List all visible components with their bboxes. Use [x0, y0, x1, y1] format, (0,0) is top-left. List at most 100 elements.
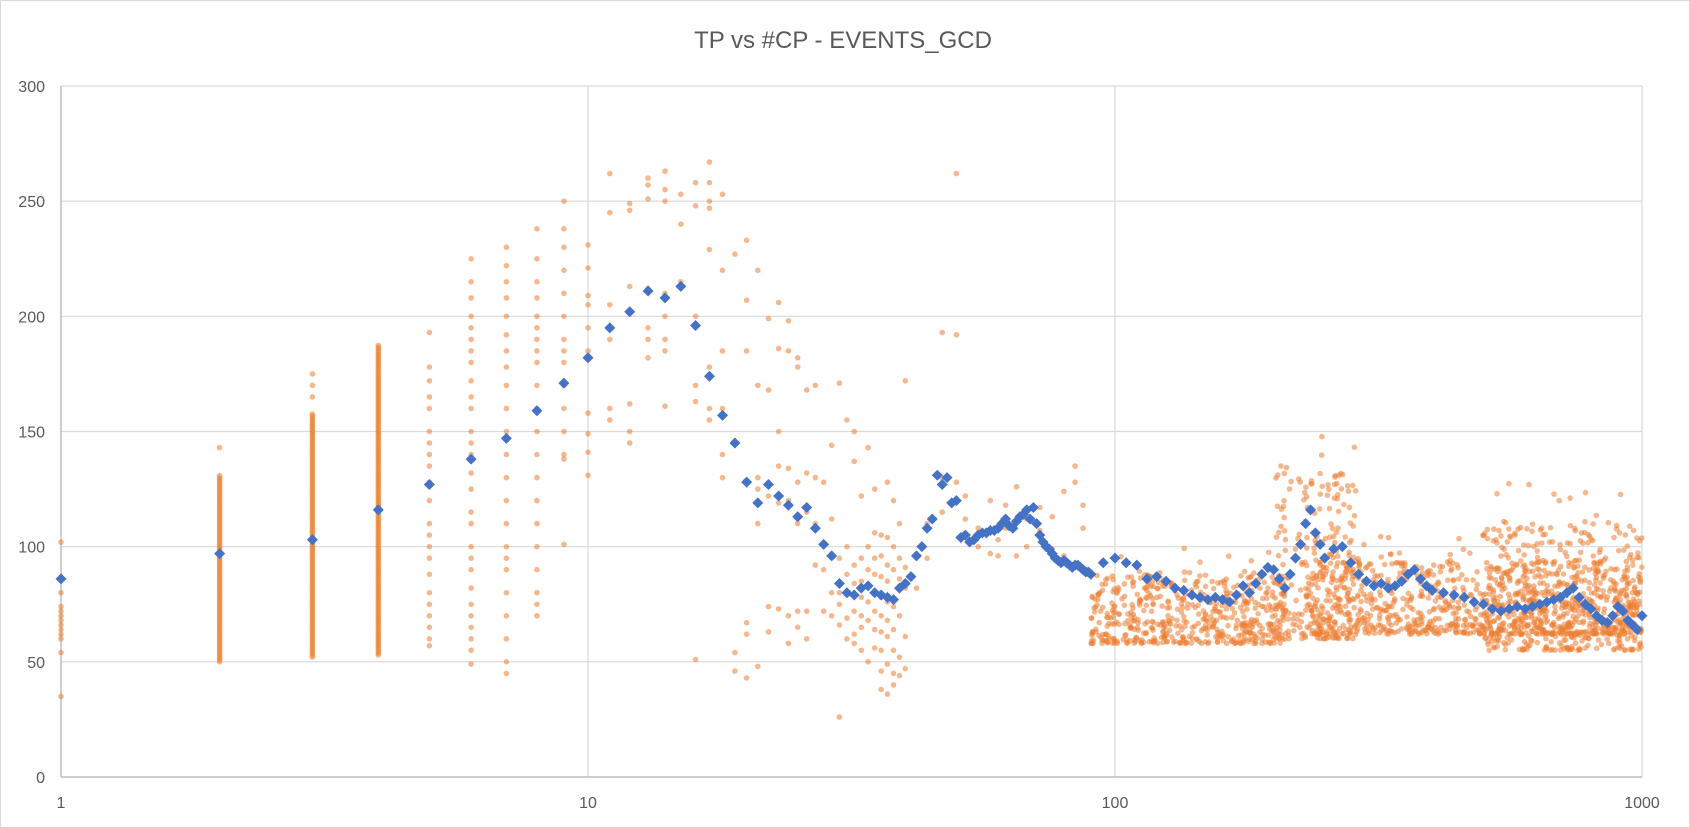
- raw-data-point: [1572, 527, 1579, 534]
- raw-data-point: [1348, 570, 1355, 577]
- raw-data-point: [1521, 624, 1528, 630]
- raw-data-point: [1231, 584, 1237, 591]
- raw-data-point: [58, 626, 64, 633]
- raw-data-point: [1636, 598, 1642, 604]
- raw-data-point: [1169, 634, 1175, 640]
- raw-data-point: [1636, 571, 1642, 577]
- mean-data-point: [792, 511, 804, 523]
- raw-data-point: [1460, 630, 1466, 636]
- raw-data-point: [585, 325, 591, 331]
- mean-data-point: [1169, 582, 1181, 594]
- raw-data-point: [1417, 593, 1423, 599]
- raw-data-point: [1529, 528, 1535, 535]
- raw-data-point: [1482, 635, 1488, 642]
- raw-data-point: [426, 642, 433, 649]
- raw-data-point: [1244, 606, 1250, 612]
- mean-data-point: [55, 573, 67, 585]
- raw-data-point: [426, 497, 433, 504]
- raw-data-point: [1502, 646, 1509, 653]
- raw-data-point: [1320, 577, 1326, 583]
- raw-data-point: [878, 573, 884, 580]
- raw-data-point: [1496, 527, 1502, 534]
- raw-data-point: [1315, 585, 1321, 591]
- mean-data-point: [1120, 557, 1132, 569]
- raw-data-point: [1161, 621, 1167, 628]
- raw-data-point: [812, 382, 819, 389]
- raw-data-point: [1281, 497, 1287, 504]
- raw-data-point: [468, 520, 474, 527]
- raw-data-point: [1185, 601, 1191, 607]
- raw-data-point: [1124, 617, 1131, 624]
- raw-data-point: [626, 283, 633, 290]
- raw-data-point: [534, 589, 540, 596]
- mean-data-point: [1319, 552, 1331, 564]
- mean-data-point: [888, 594, 900, 606]
- raw-data-point: [468, 279, 474, 285]
- raw-data-point: [1552, 647, 1558, 653]
- raw-data-point: [871, 626, 878, 633]
- raw-data-point: [1393, 620, 1399, 626]
- raw-data-point: [1438, 607, 1445, 613]
- raw-data-point: [534, 279, 540, 285]
- raw-data-point: [375, 342, 382, 349]
- raw-data-point: [1255, 610, 1261, 617]
- raw-data-point: [719, 191, 726, 198]
- raw-data-point: [1286, 610, 1292, 616]
- raw-data-point: [1269, 574, 1275, 580]
- raw-data-point: [1291, 611, 1298, 618]
- raw-data-point: [844, 615, 850, 621]
- raw-data-point: [1061, 488, 1067, 495]
- raw-data-point: [1335, 492, 1341, 498]
- mean-data-point: [826, 550, 838, 562]
- raw-data-point: [1303, 545, 1310, 551]
- raw-data-point: [534, 382, 540, 389]
- raw-data-point: [1271, 632, 1278, 639]
- raw-data-point: [1572, 558, 1578, 564]
- raw-data-point: [1377, 592, 1384, 599]
- raw-data-point: [1358, 598, 1364, 605]
- raw-data-point: [1209, 578, 1215, 585]
- raw-data-point: [1542, 560, 1549, 566]
- raw-data-point: [1303, 562, 1310, 569]
- raw-data-point: [884, 661, 891, 667]
- raw-data-point: [1629, 589, 1636, 596]
- raw-data-point: [1552, 608, 1559, 614]
- raw-data-point: [645, 325, 651, 331]
- mean-data-point: [848, 589, 860, 601]
- raw-data-point: [732, 251, 738, 257]
- raw-data-point: [1346, 630, 1353, 636]
- raw-data-point: [58, 693, 64, 700]
- raw-data-point: [1272, 595, 1278, 601]
- raw-data-point: [836, 622, 843, 628]
- raw-data-point: [1128, 614, 1135, 620]
- raw-data-point: [1506, 480, 1512, 487]
- raw-data-point: [962, 516, 969, 522]
- raw-data-point: [755, 382, 761, 389]
- raw-data-point: [1234, 617, 1241, 624]
- raw-data-point: [975, 525, 981, 531]
- raw-data-point: [1154, 585, 1161, 592]
- raw-data-point: [803, 608, 810, 614]
- raw-data-point: [975, 543, 981, 550]
- mean-data-point: [809, 522, 821, 534]
- raw-data-point: [1534, 554, 1541, 561]
- raw-data-point: [1275, 552, 1282, 559]
- raw-data-point: [1096, 619, 1102, 626]
- raw-data-point: [58, 622, 64, 628]
- raw-data-point: [534, 226, 540, 232]
- raw-data-point: [678, 221, 684, 227]
- raw-data-point: [426, 543, 433, 550]
- raw-data-point: [1496, 622, 1503, 629]
- raw-data-point: [1177, 639, 1183, 646]
- mean-data-point: [1495, 605, 1507, 617]
- raw-data-point: [58, 636, 64, 642]
- raw-data-point: [1567, 540, 1573, 547]
- raw-data-point: [503, 313, 510, 320]
- mean-data-point: [1097, 557, 1109, 569]
- raw-data-point: [1577, 549, 1584, 556]
- raw-data-point: [561, 456, 567, 462]
- raw-data-point: [1346, 586, 1353, 593]
- raw-data-point: [1344, 483, 1351, 489]
- mean-data-point: [1567, 582, 1579, 594]
